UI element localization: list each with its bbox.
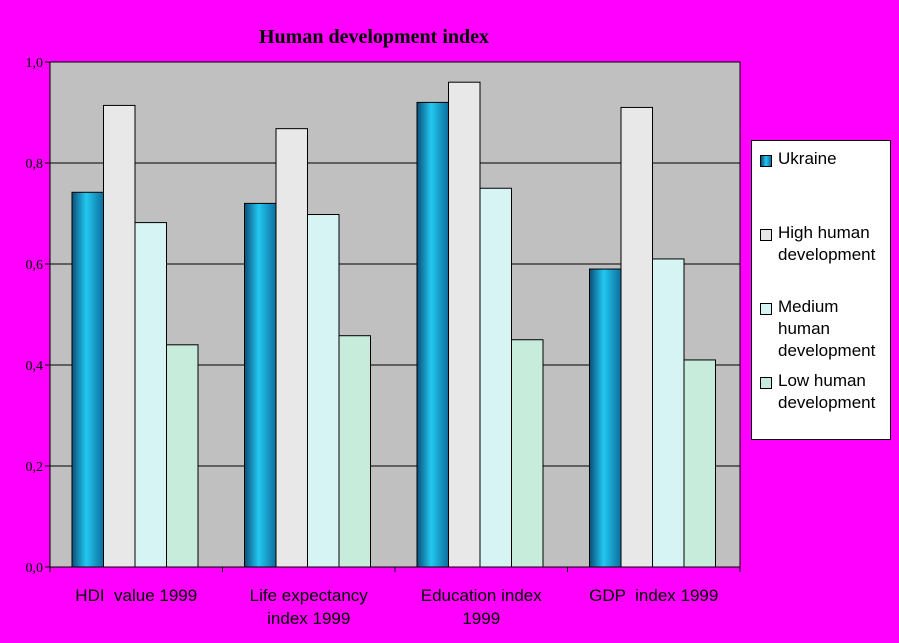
- bar-medium-human-development: [652, 258, 685, 568]
- bar-ukraine: [416, 101, 449, 568]
- legend-item: Ukraine: [760, 148, 890, 170]
- legend-swatch: [760, 377, 772, 389]
- bar-high-human-development: [103, 104, 136, 568]
- bar-low-human-development: [338, 335, 371, 568]
- y-tick-label: 1,0: [26, 56, 44, 71]
- legend: Ukraine High human development Medium huma…: [751, 140, 891, 440]
- x-category-label: GDP index 1999: [589, 586, 718, 605]
- y-tick-label: 0,4: [26, 359, 44, 374]
- bar-low-human-development: [166, 344, 199, 568]
- bar-high-human-development: [275, 128, 308, 568]
- bar-medium-human-development: [134, 222, 167, 568]
- bar-medium-human-development: [479, 187, 512, 568]
- bar-high-human-development: [448, 81, 481, 568]
- x-category-label: 1999: [462, 609, 500, 628]
- bar-low-human-development: [511, 339, 544, 568]
- legend-item: Medium human development: [760, 296, 890, 362]
- x-category-label: Life expectancy: [250, 586, 369, 605]
- y-tick-label: 0,0: [26, 561, 44, 576]
- chart-title: Human development index: [259, 26, 489, 48]
- y-tick-label: 0,6: [26, 258, 44, 273]
- y-tick-label: 0,2: [26, 460, 44, 475]
- bar-ukraine: [244, 202, 277, 568]
- bar-ukraine: [71, 191, 104, 568]
- legend-swatch: [760, 303, 772, 315]
- legend-label: High human development: [778, 223, 876, 264]
- legend-item: Low human development: [760, 370, 890, 414]
- x-category-label: index 1999: [267, 609, 350, 628]
- legend-swatch: [760, 155, 772, 167]
- legend-item: High human development: [760, 222, 890, 266]
- x-category-label: Education index: [421, 586, 542, 605]
- bar-ukraine: [589, 268, 622, 568]
- legend-label: Medium human development: [778, 297, 876, 360]
- legend-label: Ukraine: [778, 149, 837, 168]
- legend-swatch: [760, 229, 772, 241]
- bar-low-human-development: [683, 359, 716, 568]
- legend-label: Low human development: [778, 371, 876, 412]
- bar-high-human-development: [620, 106, 653, 568]
- bar-medium-human-development: [307, 214, 340, 568]
- y-tick-label: 0,8: [26, 157, 44, 172]
- x-category-label: HDI value 1999: [75, 586, 197, 605]
